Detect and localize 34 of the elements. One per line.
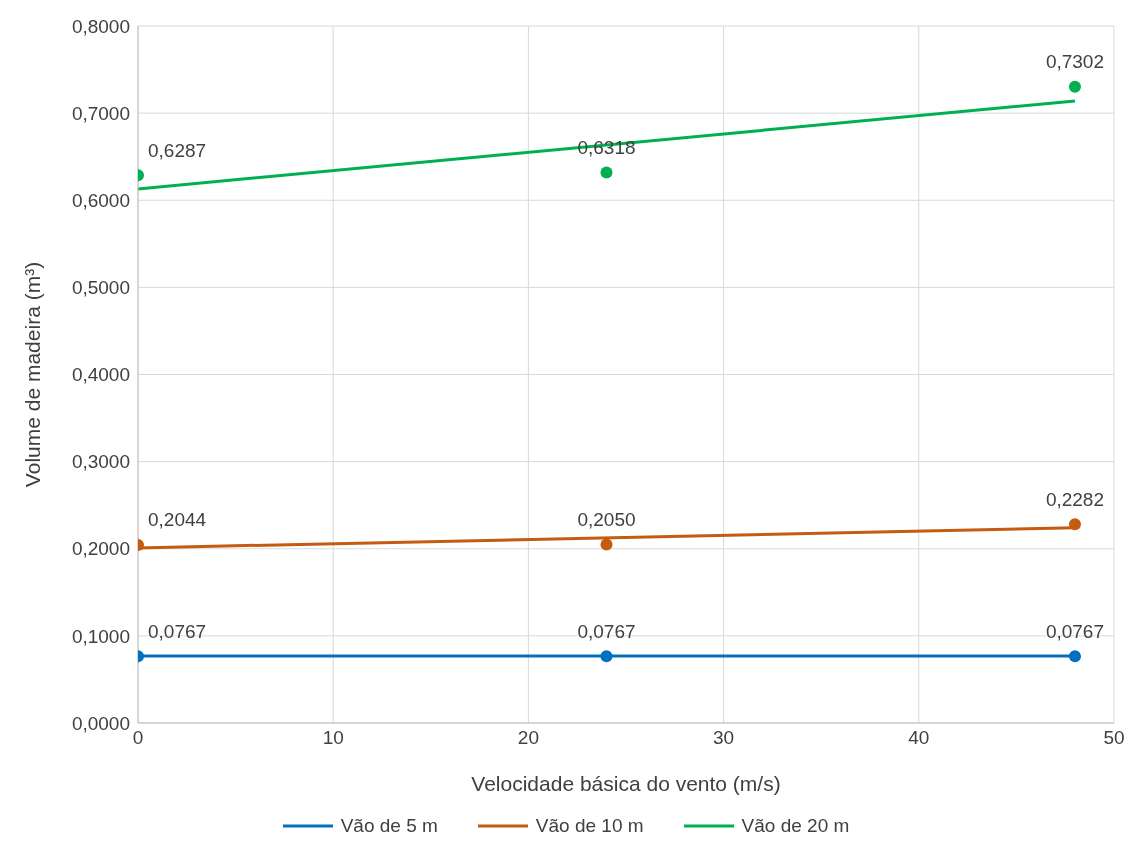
data-label: 0,0767	[577, 620, 636, 642]
data-label: 0,2282	[1045, 488, 1105, 510]
x-axis-title: Velocidade básica do vento (m/s)	[471, 772, 781, 795]
y-tick-label: 0,1000	[71, 625, 130, 647]
x-tick-label: 0	[132, 727, 144, 749]
point	[600, 538, 613, 551]
y-tick-label: 0,4000	[71, 364, 130, 386]
y-tick-label: 0,8000	[71, 15, 130, 37]
x-tick-label: 50	[1103, 727, 1125, 749]
data-label: 0,2050	[577, 508, 636, 530]
point	[600, 166, 613, 179]
y-tick-label: 0,6000	[71, 189, 130, 211]
point	[600, 650, 613, 663]
y-tick-label: 0,3000	[71, 451, 130, 473]
y-axis-title: Volume de madeira (m³)	[21, 261, 45, 488]
legend-label: Vão de 10 m	[535, 815, 644, 837]
point	[1068, 80, 1081, 93]
legend-label: Vão de 20 m	[741, 815, 850, 837]
y-tick-label: 0,2000	[71, 538, 130, 560]
legend-label: Vão de 5 m	[340, 815, 438, 837]
y-tick-label: 0,7000	[71, 102, 130, 124]
x-tick-label: 30	[713, 727, 735, 749]
data-label: 0,6287	[148, 139, 207, 161]
y-tick-label: 0,0000	[71, 712, 130, 734]
y-tick-label: 0,5000	[71, 277, 130, 299]
data-label: 0,2044	[148, 509, 207, 531]
x-tick-label: 40	[908, 727, 930, 749]
x-tick-label: 10	[322, 727, 344, 749]
data-label: 0,7302	[1045, 51, 1105, 73]
point	[1068, 518, 1081, 531]
x-tick-label: 20	[517, 727, 539, 749]
data-label: 0,0767	[148, 620, 207, 642]
point	[1068, 650, 1081, 663]
data-label: 0,0767	[1045, 620, 1105, 642]
